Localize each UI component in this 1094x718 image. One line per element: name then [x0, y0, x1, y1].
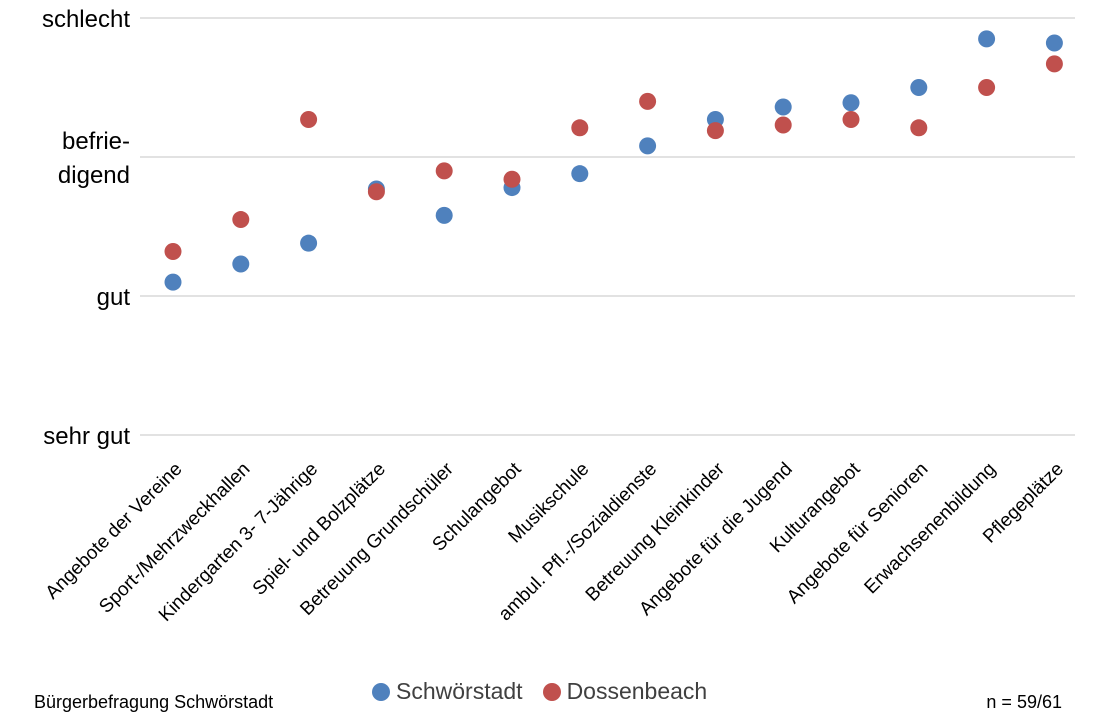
point-dossenbeach-5 [503, 170, 521, 188]
point-dossenbeach-12 [978, 79, 996, 96]
footer-source: Bürgerbefragung Schwörstadt [34, 692, 274, 712]
y-tick-label: digend [58, 162, 130, 189]
point-dossenbeach-8 [706, 122, 724, 140]
point-schwoerstadt-7 [639, 137, 657, 155]
point-dossenbeach-6 [571, 119, 589, 137]
point-dossenbeach-10 [842, 110, 860, 128]
point-schwoerstadt-10 [842, 94, 860, 112]
y-tick-label: schlecht [42, 6, 130, 33]
y-tick-label: gut [97, 284, 131, 311]
x-axis-labels: Angebote der VereineSport-/Mehrzweckhall… [42, 458, 1068, 626]
legend-item-schwoerstadt: Schwörstadt [372, 678, 523, 705]
point-schwoerstadt-6 [571, 165, 589, 183]
x-tick-label: Angebote der Vereine [42, 459, 187, 604]
x-tick-label: Spiel- und Bolzplätze [249, 459, 390, 600]
y-tick-label: sehr gut [43, 423, 130, 450]
point-schwoerstadt-0 [164, 273, 182, 291]
point-schwoerstadt-4 [435, 206, 453, 224]
footer-sample-size: n = 59/61 [986, 692, 1062, 712]
data-points [164, 30, 1063, 291]
point-dossenbeach-7 [639, 92, 657, 110]
point-dossenbeach-2 [300, 110, 318, 128]
x-tick-label: Erwachsenenbildung [861, 459, 1001, 599]
point-schwoerstadt-1 [232, 255, 250, 273]
point-dossenbeach-3 [367, 183, 385, 201]
point-dossenbeach-11 [910, 119, 928, 137]
point-dossenbeach-0 [164, 243, 182, 261]
legend-label-dossenbeach: Dossenbeach [566, 678, 708, 704]
point-dossenbeach-1 [232, 211, 250, 229]
point-schwoerstadt-13 [1045, 34, 1063, 52]
point-dossenbeach-9 [774, 116, 792, 134]
point-schwoerstadt-9 [774, 98, 792, 116]
point-schwoerstadt-11 [910, 79, 928, 96]
legend-marker-dossenbeach [542, 682, 561, 701]
point-schwoerstadt-2 [300, 234, 318, 252]
y-tick-label: befrie- [62, 128, 130, 155]
y-axis-labels: sehr gut gut befrie-digend schlecht [42, 6, 130, 450]
legend-label-schwoerstadt: Schwörstadt [396, 678, 523, 704]
gridlines [140, 17, 1075, 436]
legend: Schwörstadt Dossenbeach [372, 678, 727, 705]
point-schwoerstadt-12 [978, 30, 996, 48]
legend-marker-schwoerstadt [372, 682, 390, 701]
legend-item-dossenbeach: Dossenbeach [542, 678, 708, 705]
point-dossenbeach-4 [435, 162, 453, 180]
point-dossenbeach-13 [1045, 55, 1063, 73]
